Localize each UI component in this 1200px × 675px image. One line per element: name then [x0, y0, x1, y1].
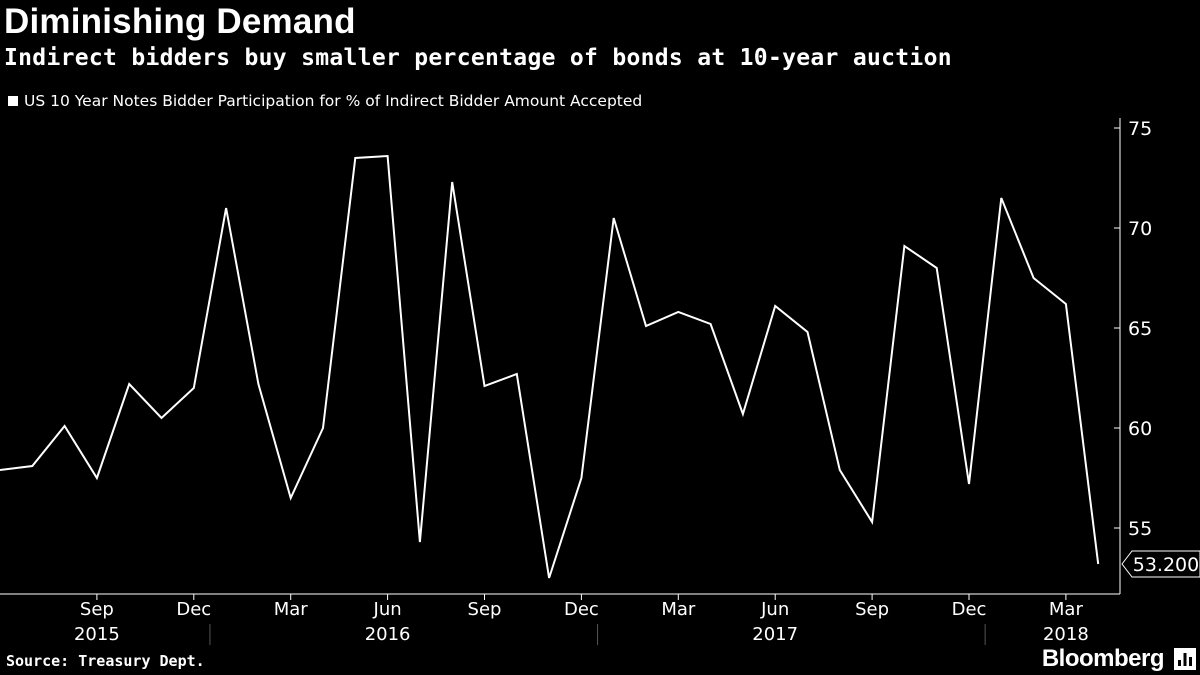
legend-swatch	[8, 96, 18, 106]
last-value-label: 53.200	[1133, 554, 1199, 576]
last-value-callout	[1121, 550, 1200, 578]
x-year-label: 2018	[1043, 624, 1089, 645]
chart-title: Diminishing Demand	[4, 2, 356, 41]
y-tick-label: 75	[1128, 118, 1152, 140]
x-tick-label: Mar	[661, 599, 696, 620]
x-year-label: 2015	[74, 624, 120, 645]
source-note: Source: Treasury Dept.	[6, 652, 205, 670]
y-tick-label: 70	[1128, 218, 1152, 240]
y-tick-label: 65	[1128, 318, 1152, 340]
x-tick-label: Jun	[760, 599, 789, 620]
x-tick-label: Mar	[274, 599, 309, 620]
x-tick-label: Mar	[1049, 599, 1084, 620]
series-line	[0, 154, 1100, 579]
x-tick-label: Sep	[855, 599, 889, 620]
x-year-label: 2016	[365, 624, 411, 645]
x-tick-label: Dec	[176, 599, 211, 620]
legend: US 10 Year Notes Bidder Participation fo…	[8, 92, 642, 110]
x-year-label: 2017	[752, 624, 798, 645]
chart-subtitle: Indirect bidders buy smaller percentage …	[4, 45, 952, 71]
x-tick-label: Sep	[80, 599, 114, 620]
x-tick-label: Dec	[564, 599, 599, 620]
x-tick-label: Jun	[373, 599, 402, 620]
y-tick-label: 60	[1128, 418, 1152, 440]
bloomberg-chart-icon	[1174, 648, 1196, 670]
legend-label: US 10 Year Notes Bidder Participation fo…	[24, 92, 643, 110]
x-tick-label: Dec	[952, 599, 987, 620]
brand-logo: Bloomberg	[1041, 645, 1165, 672]
x-tick-label: Sep	[468, 599, 502, 620]
y-tick-label: 55	[1128, 518, 1152, 540]
